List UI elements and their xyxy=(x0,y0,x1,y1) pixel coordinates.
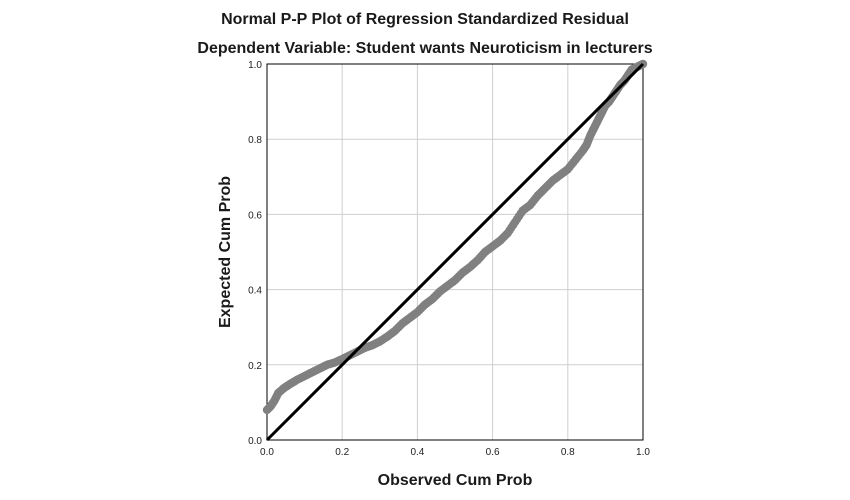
y-tick-label: 0.2 xyxy=(248,361,262,372)
x-tick-label: 0.4 xyxy=(410,447,424,458)
x-axis-label: Observed Cum Prob xyxy=(378,472,533,489)
y-tick-label: 0.6 xyxy=(248,210,262,221)
y-tick-label: 0.8 xyxy=(248,135,262,146)
x-axis-ticks: 0.0 0.2 0.4 0.6 0.8 1.0 xyxy=(260,447,650,458)
chart-subtitle: Dependent Variable: Student wants Neurot… xyxy=(197,40,653,57)
y-tick-label: 0.0 xyxy=(248,436,262,447)
y-axis-ticks: 0.0 0.2 0.4 0.6 0.8 1.0 xyxy=(248,60,262,447)
data-points xyxy=(262,59,648,415)
x-tick-label: 0.2 xyxy=(335,447,349,458)
x-tick-label: 0.0 xyxy=(260,447,274,458)
y-tick-label: 0.4 xyxy=(248,286,262,297)
plot-frame xyxy=(266,63,644,441)
y-tick-label: 1.0 xyxy=(248,60,262,71)
reference-line xyxy=(265,62,645,442)
x-tick-label: 0.6 xyxy=(486,447,500,458)
x-tick-label: 1.0 xyxy=(636,447,650,458)
x-tick-label: 0.8 xyxy=(561,447,575,458)
chart-title: Normal P-P Plot of Regression Standardiz… xyxy=(221,11,629,28)
y-axis-label: Expected Cum Prob xyxy=(217,176,234,328)
